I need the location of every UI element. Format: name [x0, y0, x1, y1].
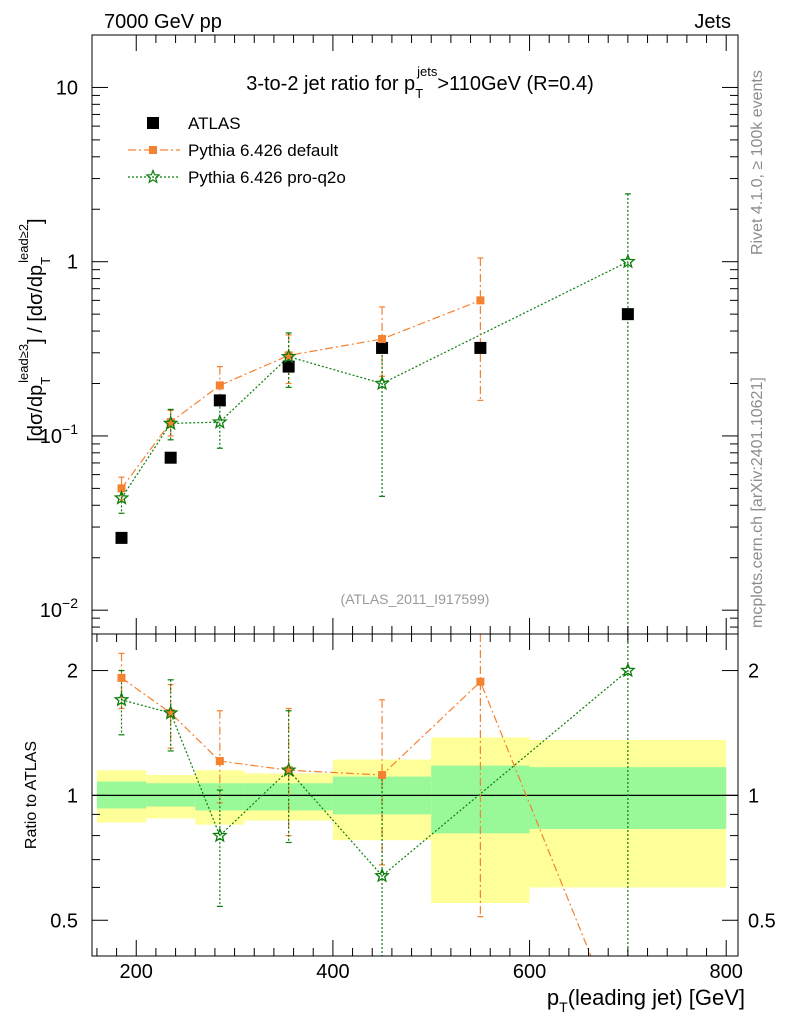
ratio-line-1 — [121, 670, 629, 877]
ratio-y-tick-label-right: 2 — [748, 661, 759, 683]
y-axis-label: [dσ/dpTlead≥3] / [dσ/dpTlead≥2] — [16, 218, 53, 441]
ratio-proq2o-point — [211, 827, 228, 843]
ratio-default-point — [284, 766, 293, 775]
x-tick-label: 600 — [513, 961, 546, 983]
plot-title: 3-to-2 jet ratio for pTjets>110GeV (R=0.… — [246, 64, 594, 101]
ratio-panel: 0.5 0.5 1 1 2 2 200 400 600 800 Ratio to ATLAS pT… — [23, 633, 776, 1015]
ratio-y-axis-label: Ratio to ATLAS — [23, 741, 40, 849]
process-label: Jets — [694, 11, 731, 33]
ratio-proq2o-point — [280, 761, 297, 777]
atlas-point — [474, 341, 487, 354]
proq2o-point — [280, 348, 297, 364]
proq2o-point — [374, 375, 390, 391]
series-line-2 — [120, 261, 629, 499]
ratio-proq2o-point — [374, 867, 390, 883]
analysis-annotation: (ATLAS_2011_I917599) — [341, 591, 490, 607]
proq2o-point — [211, 413, 228, 429]
default-point — [284, 351, 293, 360]
ratio-default-point — [378, 770, 387, 779]
ratio-proq2o-point — [619, 662, 636, 678]
proq2o-point — [620, 253, 636, 269]
default-point — [215, 381, 224, 390]
x-tick-label: 400 — [316, 961, 349, 983]
ratio-y-tick-label: 2 — [67, 661, 78, 683]
rivet-label: Rivet 4.1.0, ≥ 100k events — [749, 70, 766, 255]
default-point — [378, 335, 387, 344]
y-tick-label: 10 — [56, 77, 78, 99]
default-point — [166, 418, 175, 427]
atlas-point — [376, 341, 389, 354]
ratio-proq2o-point — [113, 691, 130, 707]
legend-proq2o-marker — [145, 168, 161, 184]
ratio-y-tick-label: 1 — [67, 785, 78, 807]
energy-label: 7000 GeV pp — [104, 11, 222, 33]
ratio-default-point — [215, 757, 224, 766]
ratio-proq2o-point — [162, 704, 179, 720]
ratio-default-point — [476, 677, 485, 686]
mcplots-label: mcplots.cern.ch [arXiv:2401.10621] — [749, 377, 766, 628]
atlas-point — [282, 360, 295, 373]
y-tick-label: 10−1 — [40, 421, 78, 448]
legend-default-label: Pythia 6.426 default — [188, 141, 339, 160]
x-tick-label: 800 — [710, 961, 743, 983]
legend-proq2o-label: Pythia 6.426 pro-q2o — [188, 168, 346, 187]
x-axis-label: pT(leading jet) [GeV] — [547, 985, 745, 1015]
ratio-default-point — [117, 673, 126, 682]
atlas-point — [164, 451, 177, 464]
proq2o-point — [113, 489, 130, 505]
series-line-1 — [121, 299, 481, 489]
legend-default-marker — [149, 146, 157, 154]
ratio-default-point — [166, 709, 175, 718]
main-panel: 10−2 10−1 1 10 3-to-2 jet ratio for pTjets>… — [16, 34, 739, 635]
ratio-y-tick-label-right: 0.5 — [748, 910, 776, 932]
legend-star-shape — [145, 168, 161, 184]
legend: ATLAS Pythia 6.426 default Pythia 6.426 … — [128, 114, 346, 187]
y-tick-label: 10−2 — [40, 595, 78, 622]
atlas-point — [213, 394, 226, 407]
ratio-y-tick-label-right: 1 — [748, 785, 759, 807]
atlas-point — [621, 308, 634, 321]
x-tick-label: 200 — [120, 961, 153, 983]
legend-atlas-label: ATLAS — [188, 114, 241, 133]
default-point — [476, 296, 485, 305]
proq2o-point — [162, 415, 179, 431]
default-point — [117, 484, 126, 493]
ratio-y-tick-label: 0.5 — [50, 910, 78, 932]
atlas-point — [115, 531, 128, 544]
y-tick-label: 1 — [67, 252, 78, 274]
legend-atlas-marker — [147, 117, 159, 129]
